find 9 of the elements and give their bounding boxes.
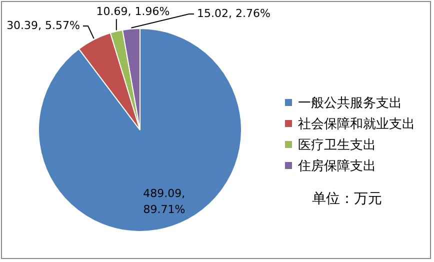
data-label: 30.39, 5.57% xyxy=(6,18,80,32)
legend-label: 医疗卫生支出 xyxy=(297,136,377,154)
legend-label: 住房保障支出 xyxy=(297,158,377,176)
legend-label: 社会保障和就业支出 xyxy=(297,116,415,134)
text: 单位：万元 xyxy=(312,190,382,208)
data-label: 489.09, 89.71% xyxy=(143,187,186,216)
data-label: 15.02, 2.76% xyxy=(197,6,270,20)
data-label: 10.69, 1.96% xyxy=(96,4,170,18)
legend-label: 一般公共服务支出 xyxy=(297,94,403,112)
